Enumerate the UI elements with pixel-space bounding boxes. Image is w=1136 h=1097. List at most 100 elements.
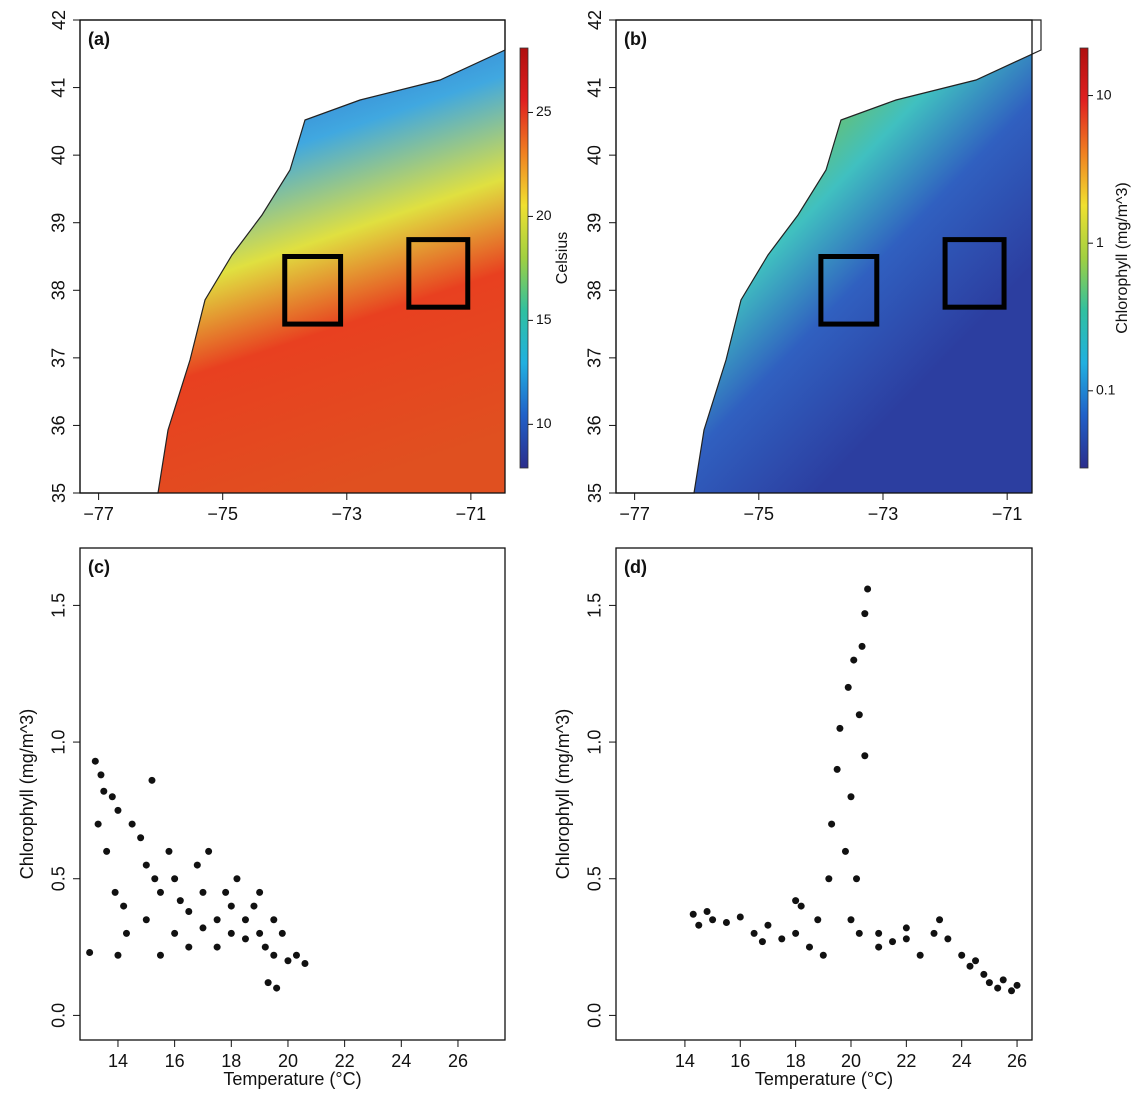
y-tick-label: 1.5 [49, 593, 69, 618]
point [86, 949, 94, 957]
point [148, 776, 156, 784]
study-box [282, 254, 344, 327]
y-tick-label: 0.0 [49, 1003, 69, 1028]
x-tick-label: −73 [332, 504, 363, 524]
point [114, 806, 122, 814]
point [222, 888, 230, 896]
y-tick-label: 36 [585, 415, 605, 435]
point [875, 929, 883, 937]
point [861, 752, 869, 760]
point [844, 683, 852, 691]
point [792, 929, 800, 937]
point [301, 959, 309, 967]
point [916, 951, 924, 959]
point [111, 888, 119, 896]
x-tick-label: 14 [675, 1051, 695, 1071]
point [120, 902, 128, 910]
land [615, 19, 1042, 494]
point [156, 888, 164, 896]
point [114, 951, 122, 959]
point [841, 847, 849, 855]
point [176, 897, 184, 905]
panel-label: (c) [88, 557, 110, 577]
point [764, 921, 772, 929]
point [847, 793, 855, 801]
colorbar-label: Chlorophyll (mg/m^3) [1114, 182, 1131, 334]
plot-frame [79, 19, 506, 494]
x-tick-label: 20 [278, 1051, 298, 1071]
y-tick-label: 35 [585, 483, 605, 503]
point [233, 875, 241, 883]
point [858, 642, 866, 650]
point [709, 916, 717, 924]
x-tick-label: −75 [207, 504, 238, 524]
point [270, 951, 278, 959]
y-tick-label: 40 [49, 145, 69, 165]
point [855, 711, 863, 719]
point [193, 861, 201, 869]
study-box [942, 237, 1007, 310]
x-tick-label: 18 [221, 1051, 241, 1071]
y-tick-label: 41 [585, 78, 605, 98]
panel-label: (a) [88, 29, 110, 49]
point [156, 951, 164, 959]
y-tick-label: 39 [49, 213, 69, 233]
point [100, 787, 108, 795]
plot-frame [79, 547, 506, 1041]
y-tick-label: 1.0 [585, 730, 605, 755]
colorbar-tick-label: 1 [1096, 234, 1104, 250]
x-tick-label: 22 [335, 1051, 355, 1071]
y-tick-label: 0.0 [585, 1003, 605, 1028]
x-axis-label: Temperature (°C) [223, 1069, 361, 1089]
point [930, 929, 938, 937]
point [805, 943, 813, 951]
point [722, 918, 730, 926]
x-tick-label: 16 [730, 1051, 750, 1071]
x-tick-label: 24 [952, 1051, 972, 1071]
point [94, 820, 102, 828]
point [819, 951, 827, 959]
point [836, 724, 844, 732]
study-box [406, 237, 471, 310]
point [103, 847, 111, 855]
point [122, 929, 130, 937]
point [850, 656, 858, 664]
colorbar [1079, 47, 1089, 469]
x-tick-label: 26 [1007, 1051, 1027, 1071]
point [695, 921, 703, 929]
x-tick-label: −71 [456, 504, 487, 524]
point [241, 916, 249, 924]
y-tick-label: 38 [49, 280, 69, 300]
point [758, 938, 766, 946]
x-tick-label: −77 [83, 504, 114, 524]
y-tick-label: 0.5 [49, 866, 69, 891]
point [985, 979, 993, 987]
point [108, 793, 116, 801]
y-tick-label: 40 [585, 145, 605, 165]
colorbar-tick-label: 25 [536, 103, 552, 119]
colorbar-label: Celsius [554, 232, 571, 284]
x-tick-label: 16 [165, 1051, 185, 1071]
point [855, 929, 863, 937]
point [703, 908, 711, 916]
point [128, 820, 136, 828]
point [250, 902, 258, 910]
colorbar-tick-label: 15 [536, 311, 552, 327]
point [778, 935, 786, 943]
land [79, 19, 506, 494]
x-tick-label: −77 [619, 504, 650, 524]
colorbar-tick-label: 10 [536, 415, 552, 431]
y-tick-label: 1.5 [585, 593, 605, 618]
point [966, 962, 974, 970]
colorbar [519, 47, 529, 469]
point [972, 957, 980, 965]
point [999, 976, 1007, 984]
y-tick-label: 0.5 [585, 866, 605, 891]
plot-frame [615, 547, 1033, 1041]
x-tick-label: 20 [841, 1051, 861, 1071]
point [171, 929, 179, 937]
y-tick-label: 35 [49, 483, 69, 503]
point [270, 916, 278, 924]
colorbar-tick-label: 20 [536, 207, 552, 223]
